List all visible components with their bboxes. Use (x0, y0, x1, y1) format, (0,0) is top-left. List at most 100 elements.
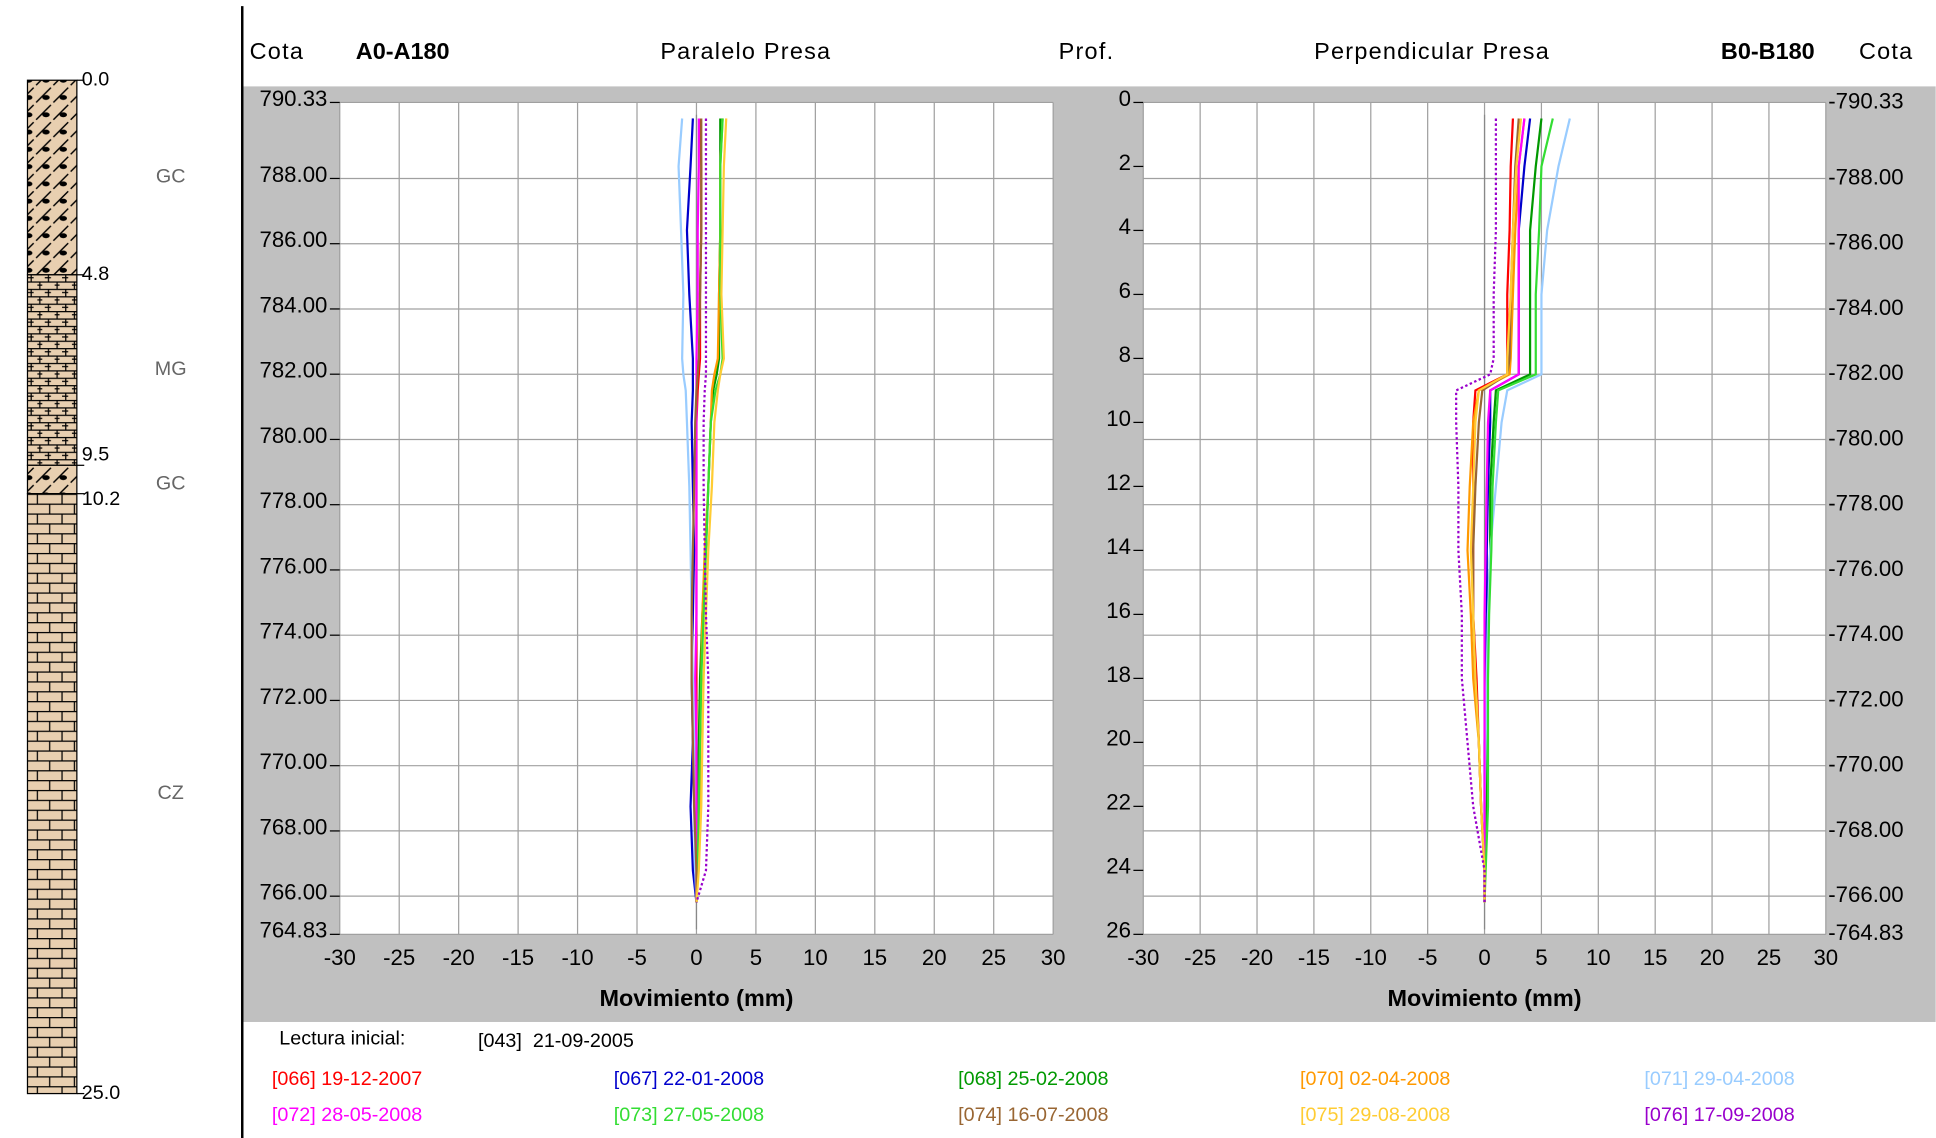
x-axis-label: Movimiento (mm) (599, 985, 793, 1011)
series-line (690, 118, 703, 903)
legend-entry: [066] 19-12-2007 (272, 1068, 422, 1090)
y-tick-label: 772.00 (259, 684, 327, 709)
legend-entry: [073] 27-05-2008 (614, 1104, 764, 1126)
y2-tick-label: -780.00 (1828, 425, 1903, 450)
x-tick-label: 15 (1643, 945, 1668, 970)
series-line (695, 118, 724, 903)
y-tick-label: 770.00 (259, 749, 327, 774)
x-tick-label: -25 (1184, 945, 1216, 970)
legend-initial-label: Lectura inicial: (279, 1027, 405, 1049)
x-tick-label: -30 (1127, 945, 1159, 970)
y-tick-label: 786.00 (259, 227, 327, 252)
y2-tick-label: -784.00 (1828, 295, 1903, 320)
y2-tick-label: -782.00 (1828, 360, 1903, 385)
x-tick-label: 20 (922, 945, 947, 970)
y-tick-label: 2 (1119, 150, 1131, 175)
header-label: A0-A180 (356, 38, 450, 64)
x-tick-label: 5 (750, 945, 762, 970)
depth-label: 25.0 (82, 1082, 120, 1104)
legend-entry: [075] 29-08-2008 (1300, 1104, 1450, 1126)
x-tick-label: -5 (627, 945, 647, 970)
series-line (695, 118, 728, 903)
x-axis-label: Movimiento (mm) (1388, 985, 1582, 1011)
x-tick-label: 5 (1535, 945, 1547, 970)
y2-tick-label: -770.00 (1828, 752, 1903, 777)
y2-tick-label: ‑764.83 (1828, 920, 1903, 945)
log-layer (26, 493, 78, 1095)
x-tick-label: 25 (1757, 945, 1782, 970)
x-tick-label: -20 (443, 945, 475, 970)
x-tick-label: 30 (1041, 945, 1066, 970)
x-tick-label: -30 (324, 945, 356, 970)
y-tick-label: 8 (1119, 342, 1131, 367)
header-label: B0-B180 (1721, 38, 1815, 64)
x-tick-label: 0 (1478, 945, 1490, 970)
y-tick-label: 764.83 (259, 918, 327, 943)
y2-tick-label: -776.00 (1828, 556, 1903, 581)
y-tick-label: 782.00 (259, 358, 327, 383)
y2-tick-label: -772.00 (1828, 686, 1903, 711)
series-line (1483, 118, 1526, 903)
layer-label: GC (156, 473, 186, 495)
x-tick-label: 10 (1586, 945, 1611, 970)
y2-tick-label: -786.00 (1828, 230, 1903, 255)
log-layer (26, 79, 78, 276)
legend-entry: [070] 02-04-2008 (1300, 1068, 1450, 1090)
x-tick-label: 15 (862, 945, 887, 970)
x-tick-label: 0 (690, 945, 702, 970)
depth-label: 0.0 (82, 68, 109, 90)
depth-label: 10.2 (82, 488, 120, 510)
series-line (685, 118, 698, 903)
y-tick-label: 10 (1106, 406, 1131, 431)
y-tick-label: 788.00 (259, 162, 327, 187)
x-tick-label: 20 (1700, 945, 1725, 970)
y2-tick-label: -788.00 (1828, 164, 1903, 189)
legend-entry: [067] 22-01-2008 (614, 1068, 764, 1090)
y2-tick-label: -768.00 (1828, 817, 1903, 842)
header-label: Cota (250, 38, 304, 64)
x-tick-label: -20 (1241, 945, 1273, 970)
header-label: Cota (1859, 38, 1913, 64)
y-tick-label: 16 (1106, 598, 1131, 623)
y-tick-label: 776.00 (259, 553, 327, 578)
layer-label: GC (156, 166, 186, 188)
header-label: Prof. (1059, 38, 1115, 64)
legend-entry: [076] 17-09-2008 (1644, 1104, 1794, 1126)
y2-tick-label: ‑790.33 (1828, 88, 1903, 113)
y-tick-label: 768.00 (259, 814, 327, 839)
series-line (1469, 118, 1523, 903)
depth-label: 4.8 (82, 263, 109, 285)
log-layer (26, 464, 78, 495)
y-tick-label: 26 (1106, 918, 1131, 943)
header-label: Paralelo Presa (660, 38, 831, 64)
legend-entry: [072] 28-05-2008 (272, 1104, 422, 1126)
y2-tick-label: -778.00 (1828, 491, 1903, 516)
series-line (1483, 118, 1543, 903)
layer-label: MG (155, 358, 187, 380)
x-tick-label: -15 (502, 945, 534, 970)
legend-entry: [074] 16-07-2008 (958, 1104, 1108, 1126)
x-tick-label: -10 (1355, 945, 1387, 970)
y-tick-label: 18 (1106, 662, 1131, 687)
y2-tick-label: -774.00 (1828, 621, 1903, 646)
series-line (1455, 118, 1498, 903)
y-tick-label: 766.00 (259, 880, 327, 905)
x-tick-label: 25 (981, 945, 1006, 970)
content: GC MG GC CZ 0.0 4.8 9.5 10.2 25.0 -30 -25 -20 -15 -10… (26, 38, 1913, 1126)
y-tick-label: 0 (1119, 86, 1131, 111)
series-line (695, 118, 710, 903)
y-tick-label: 22 (1106, 790, 1131, 815)
y-tick-label: 784.00 (259, 292, 327, 317)
x-tick-label: -10 (562, 945, 594, 970)
y2-tick-label: -766.00 (1828, 882, 1903, 907)
y-tick-label: 778.00 (259, 488, 327, 513)
y-tick-label: 24 (1106, 854, 1131, 879)
x-tick-label: 10 (803, 945, 828, 970)
y-tick-label: 12 (1106, 470, 1131, 495)
y-tick-label: 6 (1119, 278, 1131, 303)
header-label: Perpendicular Presa (1314, 38, 1550, 64)
legend-initial-value: [043] 21-09-2005 (478, 1030, 634, 1052)
depth-label: 9.5 (82, 444, 109, 466)
y-tick-label: 780.00 (259, 423, 327, 448)
